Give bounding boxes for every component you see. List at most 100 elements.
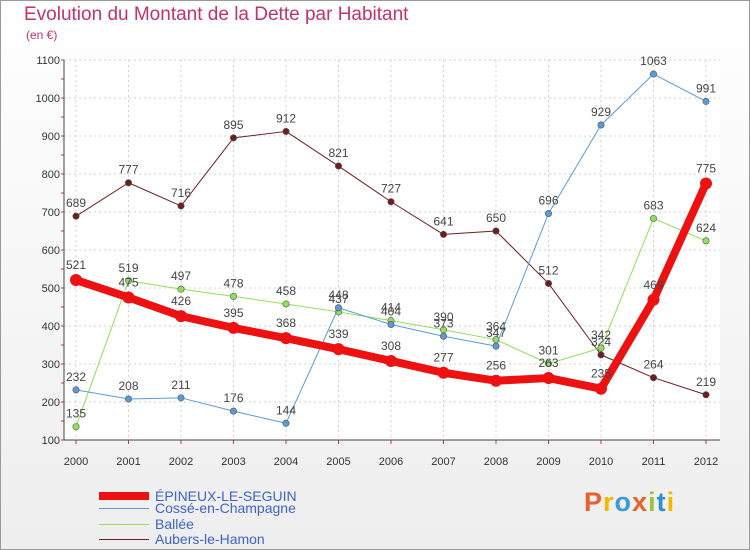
- brand-logo: Proxiti: [584, 487, 675, 518]
- x-tick-label: 2005: [326, 456, 350, 468]
- data-point: [492, 342, 500, 350]
- y-tick-label: 300: [42, 359, 60, 371]
- data-label: 339: [328, 327, 348, 341]
- x-tick-label: 2009: [536, 456, 560, 468]
- data-label: 144: [276, 403, 296, 417]
- data-point: [177, 202, 185, 210]
- data-point: [282, 300, 290, 308]
- brand-letter: t: [656, 487, 667, 517]
- x-tick-label: 2007: [431, 456, 455, 468]
- y-tick-label: 500: [42, 283, 60, 295]
- brand-letter: i: [648, 487, 657, 517]
- legend-swatch: [99, 507, 149, 509]
- data-point: [595, 382, 607, 395]
- data-label: 650: [486, 211, 506, 225]
- data-label: 373: [433, 316, 453, 330]
- brand-letter: r: [603, 487, 615, 517]
- data-label: 521: [66, 258, 86, 272]
- data-point: [70, 274, 82, 287]
- y-tick-label: 200: [42, 397, 60, 409]
- data-point: [230, 292, 238, 300]
- chart-unit: (en €): [26, 28, 58, 42]
- data-label: 469: [643, 278, 663, 292]
- data-label: 135: [66, 407, 86, 421]
- data-point: [492, 227, 500, 235]
- data-point: [230, 407, 238, 415]
- legend-label: Cossé-en-Champagne: [155, 500, 296, 516]
- data-point: [439, 332, 447, 340]
- data-label: 519: [118, 261, 138, 275]
- data-label: 219: [696, 375, 716, 389]
- data-label: 777: [118, 163, 138, 177]
- data-label: 437: [328, 292, 348, 306]
- data-point: [647, 293, 660, 306]
- data-label: 232: [66, 370, 86, 384]
- data-label: 364: [486, 320, 506, 334]
- data-point: [490, 374, 502, 387]
- data-label: 624: [696, 221, 716, 235]
- data-point: [597, 351, 605, 359]
- data-label: 991: [696, 81, 716, 95]
- x-tick-label: 2012: [694, 456, 718, 468]
- data-label: 895: [223, 118, 243, 132]
- data-point: [177, 394, 185, 402]
- data-point: [282, 419, 290, 427]
- data-label: 368: [276, 316, 296, 330]
- y-tick-label: 400: [42, 321, 60, 333]
- data-label: 475: [118, 276, 138, 290]
- data-point: [227, 321, 240, 334]
- data-label: 458: [276, 284, 296, 298]
- data-label: 775: [696, 162, 716, 176]
- data-label: 324: [591, 335, 611, 349]
- data-point: [649, 70, 657, 78]
- data-point: [387, 320, 395, 328]
- data-label: 929: [591, 105, 611, 119]
- data-point: [280, 332, 292, 345]
- data-point: [702, 97, 710, 105]
- data-point: [334, 304, 342, 312]
- data-point: [125, 395, 133, 403]
- legend-swatch: [99, 492, 149, 500]
- data-label: 390: [433, 310, 453, 324]
- data-label: 264: [643, 358, 663, 372]
- legend-label: Ballée: [155, 516, 194, 532]
- data-label: 1063: [640, 54, 667, 68]
- data-label: 448: [328, 288, 348, 302]
- data-point: [177, 285, 185, 293]
- data-point: [334, 162, 342, 170]
- brand-letter: o: [614, 487, 633, 517]
- data-point: [72, 423, 80, 431]
- legend-label: ÉPINEUX-LE-SEGUIN: [155, 488, 297, 504]
- data-label: 683: [643, 198, 663, 212]
- data-label: 696: [538, 194, 558, 208]
- data-label: 512: [538, 263, 558, 277]
- x-tick-label: 2002: [169, 456, 193, 468]
- data-label: 404: [381, 304, 401, 318]
- y-tick-label: 1100: [36, 55, 60, 67]
- brand-letter: x: [632, 487, 649, 517]
- data-point: [700, 177, 712, 190]
- data-label: 689: [66, 196, 86, 210]
- x-tick-label: 2011: [642, 456, 666, 468]
- x-tick-label: 2004: [274, 456, 298, 468]
- y-tick-label: 600: [42, 245, 60, 257]
- data-label: 821: [328, 146, 348, 160]
- data-point: [72, 386, 80, 394]
- data-point: [282, 127, 290, 135]
- x-tick-label: 2008: [484, 456, 508, 468]
- legend-label: Aubers-le-Hamon: [155, 531, 265, 547]
- data-label: 426: [171, 294, 191, 308]
- data-point: [332, 343, 345, 356]
- data-point: [72, 212, 80, 220]
- data-label: 912: [276, 111, 296, 125]
- data-point: [544, 210, 552, 218]
- y-tick-label: 900: [42, 131, 60, 143]
- data-label: 395: [223, 306, 243, 320]
- data-point: [439, 230, 447, 238]
- data-point: [597, 344, 605, 352]
- data-label: 497: [171, 269, 191, 283]
- data-point: [542, 372, 555, 385]
- data-label: 301: [538, 344, 558, 358]
- x-tick-label: 2000: [64, 456, 88, 468]
